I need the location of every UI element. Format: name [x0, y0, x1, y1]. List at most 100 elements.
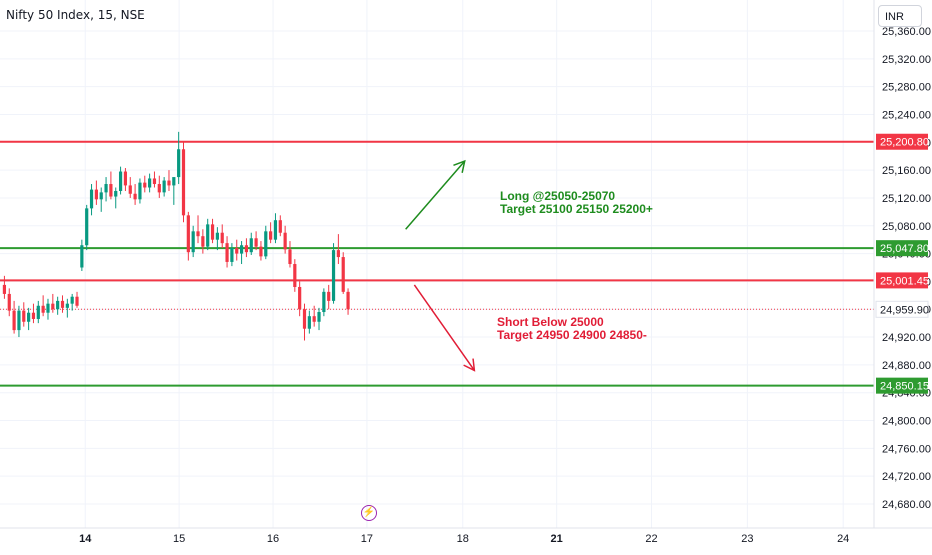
level-price-badge — [876, 272, 928, 289]
candle-body — [162, 180, 166, 193]
candle-body — [143, 182, 147, 188]
short-annotation-line1: Short Below 25000 — [497, 315, 604, 329]
candle-body — [128, 185, 132, 194]
long-annotation-line1: Long @25050-25070 — [500, 189, 616, 203]
candle-body — [12, 310, 16, 331]
candle-body — [264, 231, 268, 257]
candle-body — [206, 224, 210, 247]
short-annotation-line2: Target 24950 24900 24850- — [497, 328, 647, 342]
candle-body — [51, 303, 55, 310]
y-tick-label: 25,320.00 — [882, 54, 931, 66]
candle-body — [259, 246, 263, 257]
candle-body — [210, 224, 215, 240]
y-tick-label: 24,920.00 — [882, 332, 931, 344]
candle-body — [148, 178, 152, 188]
long-annotation: Long @25050-25070 Target 25100 25150 252… — [500, 190, 653, 216]
candle-body — [230, 248, 234, 262]
candle-body — [123, 171, 128, 186]
candle-body — [336, 250, 340, 258]
candle-body — [177, 149, 181, 178]
x-tick-label: 24 — [837, 533, 849, 545]
short-arrow — [413, 284, 475, 371]
candle-body — [244, 245, 249, 253]
candle-body — [104, 184, 108, 193]
y-tick-label: 24,800.00 — [882, 416, 931, 428]
x-tick-label: 17 — [361, 533, 373, 545]
candle-body — [215, 232, 219, 240]
candle-body — [322, 291, 326, 313]
candle-body — [70, 296, 74, 304]
y-tick-label: 25,160.00 — [882, 165, 931, 177]
level-price-badge — [876, 133, 928, 150]
level-price-badge — [876, 240, 928, 257]
candle-body — [172, 177, 176, 186]
level-price-label: 25,047.80 — [880, 243, 929, 255]
candle-body — [201, 236, 205, 247]
y-tick-label: 24,880.00 — [882, 360, 931, 372]
candle-body — [114, 190, 118, 197]
candle-body — [94, 189, 98, 200]
candle-body — [346, 291, 350, 310]
candle-body — [220, 232, 224, 244]
candle-body — [17, 310, 21, 331]
candle-body — [31, 312, 36, 319]
short-annotation: Short Below 25000 Target 24950 24900 248… — [497, 316, 647, 342]
candle-body — [225, 243, 229, 262]
arrow-head — [453, 159, 466, 173]
level-price-badge — [876, 377, 928, 394]
candle-body — [41, 305, 45, 313]
y-tick-label: 25,240.00 — [882, 109, 931, 121]
candle-body — [312, 316, 316, 322]
candle-body — [254, 238, 258, 247]
last-price-badge — [875, 300, 929, 318]
lightning-icon[interactable]: ⚡ — [361, 505, 377, 521]
arrow-head — [463, 358, 476, 372]
candle-body — [278, 220, 282, 233]
x-tick-label: 15 — [173, 533, 185, 545]
long-arrow — [405, 160, 466, 230]
candle-body — [36, 305, 40, 319]
candle-body — [7, 293, 11, 311]
candle-body — [2, 284, 7, 294]
level-price-label: 24,850.15 — [880, 381, 929, 393]
candle-body — [22, 310, 26, 322]
long-annotation-line2: Target 25100 25150 25200+ — [500, 202, 653, 216]
candle-body — [249, 238, 253, 253]
candle-body — [89, 189, 94, 209]
level-price-label: 25,200.80 — [880, 137, 929, 149]
candle-body — [138, 182, 142, 200]
candle-body — [181, 149, 186, 216]
candle-body — [56, 300, 60, 310]
x-tick-label: 16 — [267, 533, 279, 545]
candle-body — [191, 231, 195, 253]
candle-body — [283, 232, 287, 250]
candle-body — [302, 309, 307, 329]
x-tick-label: 21 — [551, 533, 563, 545]
y-tick-label: 25,080.00 — [882, 221, 931, 233]
candle-body — [269, 231, 273, 240]
candle-body — [298, 286, 302, 310]
candle-body — [327, 291, 331, 301]
x-tick-label: 23 — [741, 533, 753, 545]
candle-body — [46, 303, 50, 313]
candle-body — [331, 250, 336, 301]
level-price-label: 25,001.45 — [880, 275, 929, 287]
candle-body — [60, 300, 65, 308]
y-tick-label: 25,120.00 — [882, 193, 931, 205]
candle-body — [99, 192, 103, 200]
last-price-label: 24,959.90 — [880, 304, 929, 316]
currency-selector[interactable]: INR — [878, 5, 922, 27]
y-tick-label: 24,680.00 — [882, 499, 931, 511]
candle-body — [273, 220, 278, 240]
candle-body — [133, 193, 137, 200]
candle-body — [288, 249, 292, 265]
chart-title: Nifty 50 Index, 15, NSE — [6, 8, 145, 22]
y-tick-label: 24,760.00 — [882, 443, 931, 455]
candle-body — [109, 184, 113, 197]
x-tick-label: 18 — [457, 533, 469, 545]
candle-body — [186, 215, 190, 253]
candle-body — [75, 296, 79, 306]
x-tick-label: 14 — [79, 533, 92, 545]
